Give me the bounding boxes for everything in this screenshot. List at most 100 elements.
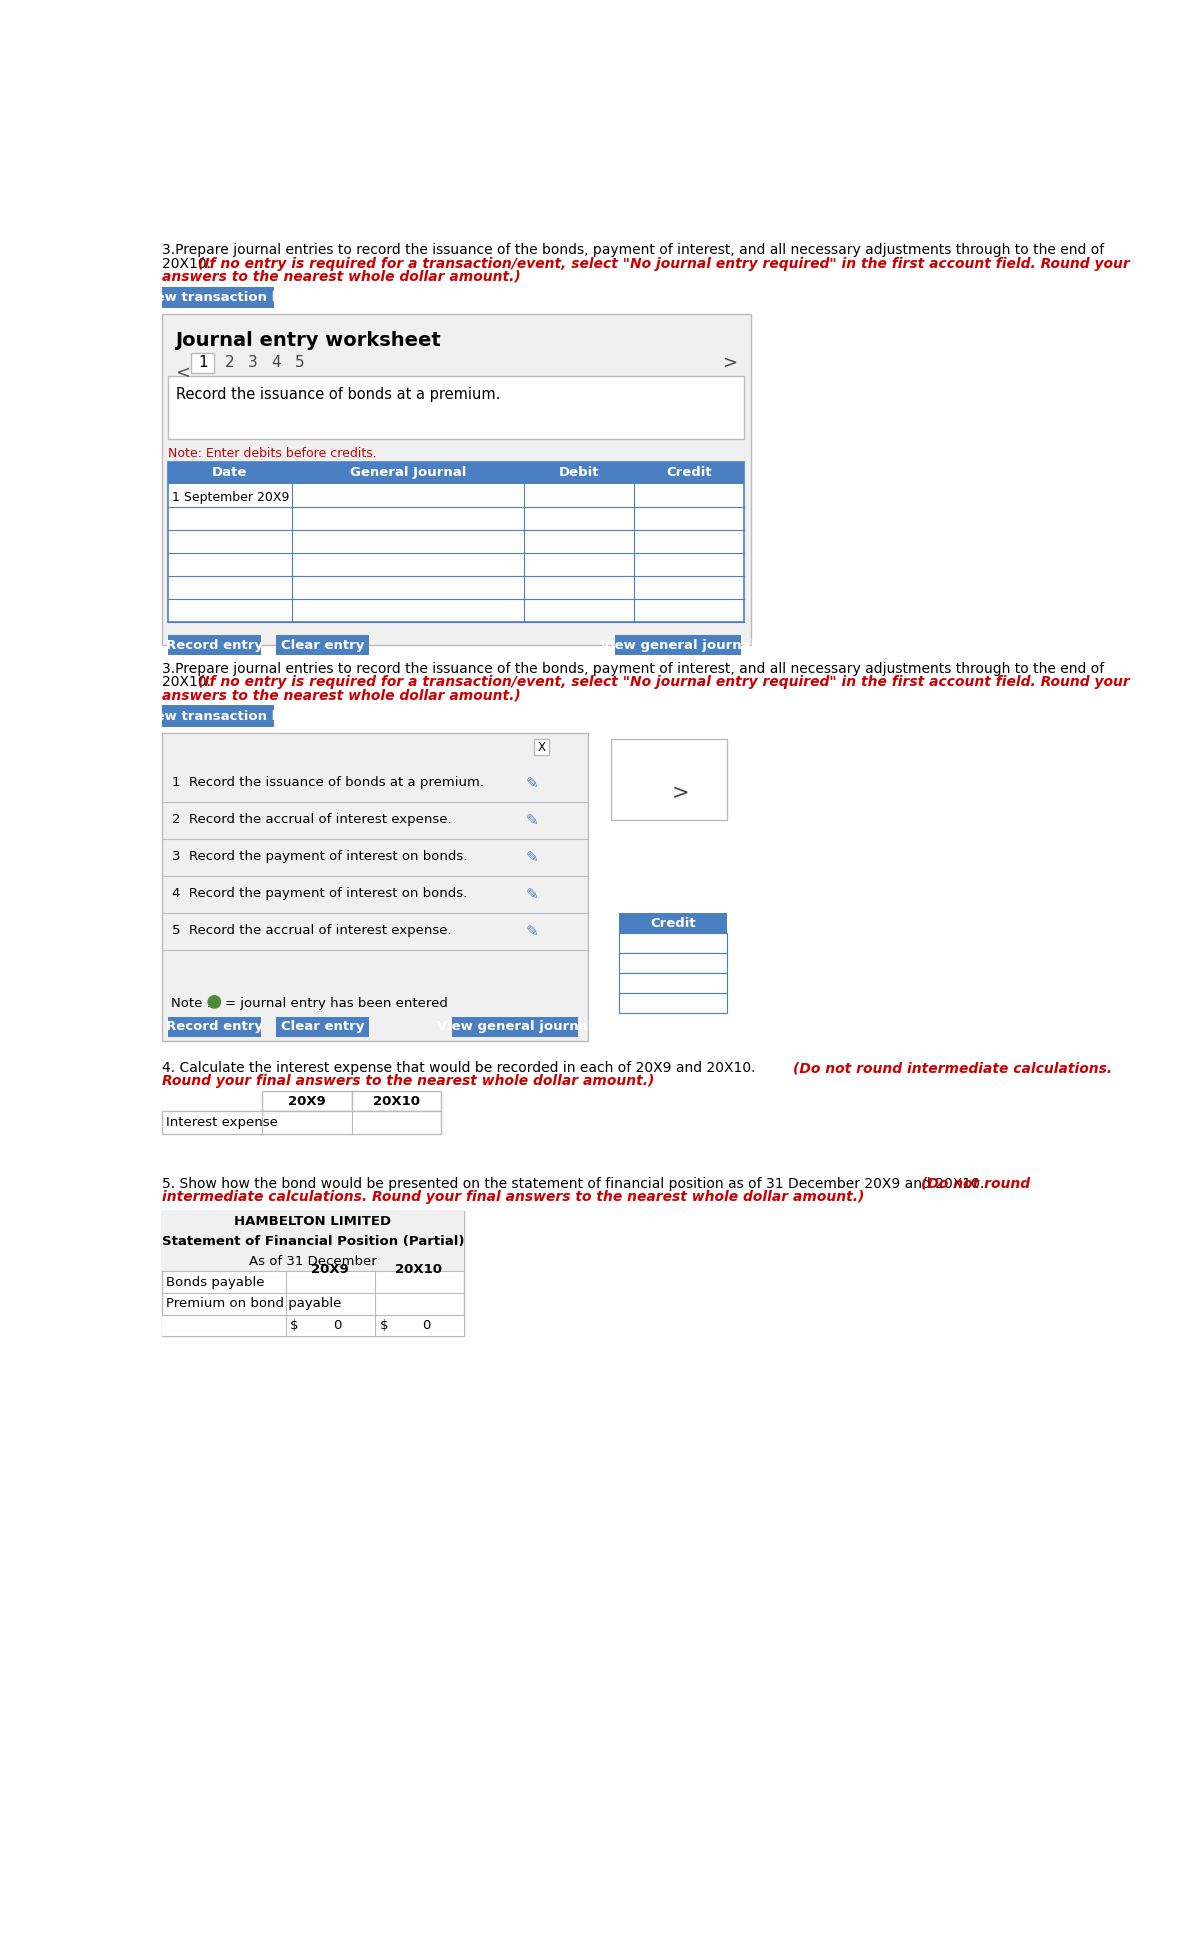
Bar [168, 506, 744, 529]
Bar [162, 706, 274, 727]
Text: ✎: ✎ [526, 888, 539, 902]
Text: ✎: ✎ [526, 849, 539, 865]
Text: Interest expense: Interest expense [166, 1117, 277, 1128]
Text: View general journal: View general journal [600, 638, 756, 652]
Text: Clear entry: Clear entry [281, 1020, 365, 1033]
Text: 0: 0 [334, 1319, 342, 1332]
Text: = journal entry has been entered: = journal entry has been entered [226, 997, 448, 1010]
Bar [352, 1092, 440, 1111]
Bar [162, 1251, 464, 1272]
Text: Record entry: Record entry [166, 638, 263, 652]
Text: Journal entry worksheet: Journal entry worksheet [175, 332, 442, 351]
Text: 4  Record the payment of interest on bonds.: 4 Record the payment of interest on bond… [173, 888, 468, 900]
Text: 3.Prepare journal entries to record the issuance of the bonds, payment of intere: 3.Prepare journal entries to record the … [162, 663, 1104, 677]
Bar [168, 553, 744, 576]
Text: 5: 5 [295, 355, 305, 370]
Text: 2  Record the accrual of interest expense.: 2 Record the accrual of interest expense… [173, 812, 452, 826]
Text: Credit: Credit [650, 917, 696, 931]
Bar [611, 739, 727, 820]
Bar [162, 1315, 464, 1336]
Text: View general journal: View general journal [438, 1020, 593, 1033]
Text: ✎: ✎ [526, 925, 539, 938]
Text: 0: 0 [422, 1319, 431, 1332]
Bar [162, 1212, 464, 1336]
Bar [162, 1231, 464, 1251]
Text: answers to the nearest whole dollar amount.): answers to the nearest whole dollar amou… [162, 688, 521, 702]
Bar [162, 1212, 464, 1231]
Text: X: X [538, 741, 545, 754]
Bar [162, 733, 588, 1041]
Bar [191, 353, 215, 372]
Bar [168, 529, 744, 553]
Text: As of 31 December: As of 31 December [248, 1255, 377, 1268]
Text: >: > [721, 353, 737, 372]
Text: Record entry: Record entry [166, 1020, 263, 1033]
Text: 1: 1 [198, 355, 208, 370]
Text: View transaction list: View transaction list [140, 291, 295, 304]
Text: >: > [672, 783, 690, 803]
Text: Clear entry: Clear entry [281, 638, 365, 652]
Text: Record the issuance of bonds at a premium.: Record the issuance of bonds at a premiu… [175, 386, 500, 401]
Text: 1  Record the issuance of bonds at a premium.: 1 Record the issuance of bonds at a prem… [173, 776, 485, 789]
Text: Date: Date [212, 467, 247, 479]
Text: 20X10.: 20X10. [162, 256, 215, 271]
Text: Debit: Debit [559, 467, 600, 479]
Text: 2: 2 [226, 355, 235, 370]
Text: View transaction list: View transaction list [140, 710, 295, 723]
Text: HAMBELTON LIMITED: HAMBELTON LIMITED [234, 1216, 391, 1227]
Bar [619, 993, 727, 1014]
Bar [162, 314, 751, 646]
Text: 3  Record the payment of interest on bonds.: 3 Record the payment of interest on bond… [173, 849, 468, 863]
Text: 20X10.: 20X10. [162, 675, 215, 690]
Bar [162, 1111, 440, 1134]
Bar [534, 739, 550, 754]
Text: 20X9: 20X9 [311, 1262, 349, 1276]
Bar [168, 461, 744, 483]
Text: (If no entry is required for a transaction/event, select "No journal entry requi: (If no entry is required for a transacti… [198, 675, 1130, 690]
Text: 5  Record the accrual of interest expense.: 5 Record the accrual of interest expense… [173, 925, 452, 937]
Text: Premium on bond payable: Premium on bond payable [166, 1297, 341, 1311]
Text: 5. Show how the bond would be presented on the statement of financial position a: 5. Show how the bond would be presented … [162, 1177, 989, 1191]
Bar [168, 376, 744, 438]
Bar [276, 634, 370, 655]
Text: Round your final answers to the nearest whole dollar amount.): Round your final answers to the nearest … [162, 1074, 654, 1088]
Bar [168, 576, 744, 599]
Text: Note :: Note : [170, 997, 215, 1010]
Bar [162, 287, 274, 308]
Text: 4: 4 [271, 355, 281, 370]
Text: General Journal: General Journal [350, 467, 467, 479]
Text: $: $ [290, 1319, 299, 1332]
Text: ✎: ✎ [526, 812, 539, 828]
Text: Bonds payable: Bonds payable [166, 1276, 264, 1289]
Bar [168, 634, 260, 655]
Text: intermediate calculations. Round your final answers to the nearest whole dollar : intermediate calculations. Round your fi… [162, 1191, 864, 1204]
Bar [616, 634, 740, 655]
Text: ✎: ✎ [526, 776, 539, 791]
Text: 4. Calculate the interest expense that would be recorded in each of 20X9 and 20X: 4. Calculate the interest expense that w… [162, 1061, 760, 1076]
Text: <: < [175, 365, 191, 382]
Text: 20X10: 20X10 [372, 1096, 420, 1107]
Text: (Do not round intermediate calculations.: (Do not round intermediate calculations. [793, 1061, 1112, 1076]
Bar [168, 1016, 260, 1037]
Bar [619, 973, 727, 993]
Text: (If no entry is required for a transaction/event, select "No journal entry requi: (If no entry is required for a transacti… [198, 256, 1130, 271]
Text: 20X10: 20X10 [396, 1262, 443, 1276]
Text: 20X9: 20X9 [288, 1096, 326, 1107]
Bar [263, 1092, 352, 1111]
Bar [619, 933, 727, 954]
Text: Credit: Credit [666, 467, 713, 479]
Bar [619, 913, 727, 933]
Bar [276, 1016, 370, 1037]
Text: Note: Enter debits before credits.: Note: Enter debits before credits. [168, 446, 377, 460]
Bar [452, 1016, 578, 1037]
Circle shape [208, 997, 221, 1008]
Text: Statement of Financial Position (Partial): Statement of Financial Position (Partial… [162, 1235, 464, 1249]
Text: 1 September 20X9: 1 September 20X9 [172, 491, 289, 504]
Text: 3: 3 [248, 355, 258, 370]
Bar [168, 599, 744, 622]
Bar [168, 461, 744, 622]
Bar [168, 483, 744, 506]
Text: (Do not round: (Do not round [922, 1177, 1031, 1191]
Bar [619, 954, 727, 973]
Text: $: $ [379, 1319, 388, 1332]
